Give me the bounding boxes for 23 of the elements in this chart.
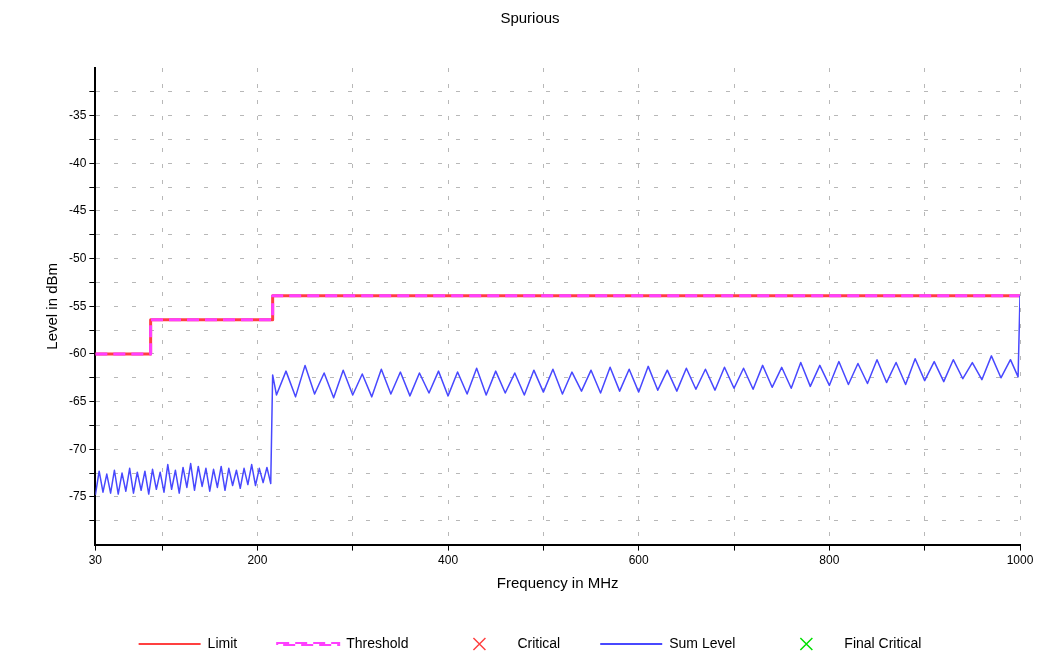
y-tick-label: -50 [69, 250, 87, 265]
y-tick-label: -65 [69, 393, 87, 408]
y-axis-title: Level in dBm [43, 262, 61, 350]
legend-label: Limit [207, 634, 238, 651]
x-tick-label: 200 [247, 553, 268, 568]
x-tick-label: 30 [88, 553, 103, 568]
legend-label: Sum Level [669, 634, 736, 651]
y-tick-label: -55 [69, 298, 87, 313]
x-axis-title: Frequency in MHz [496, 574, 619, 592]
legend-label: Threshold [346, 634, 409, 651]
x-tick-label: 600 [628, 553, 650, 568]
legend-label: Critical [517, 634, 561, 651]
x-tick-label: 1000 [1006, 553, 1034, 568]
x-tick-label: 800 [819, 553, 840, 568]
chart-title: Spurious [500, 9, 560, 27]
y-tick-label: -45 [69, 203, 87, 218]
y-tick-label: -70 [69, 441, 87, 456]
legend-label: Final Critical [844, 634, 922, 651]
y-tick-label: -60 [69, 346, 87, 361]
y-tick-label: -35 [69, 107, 87, 122]
y-tick-label: -75 [69, 489, 87, 504]
y-tick-label: -40 [69, 155, 87, 170]
x-tick-label: 400 [438, 553, 459, 568]
